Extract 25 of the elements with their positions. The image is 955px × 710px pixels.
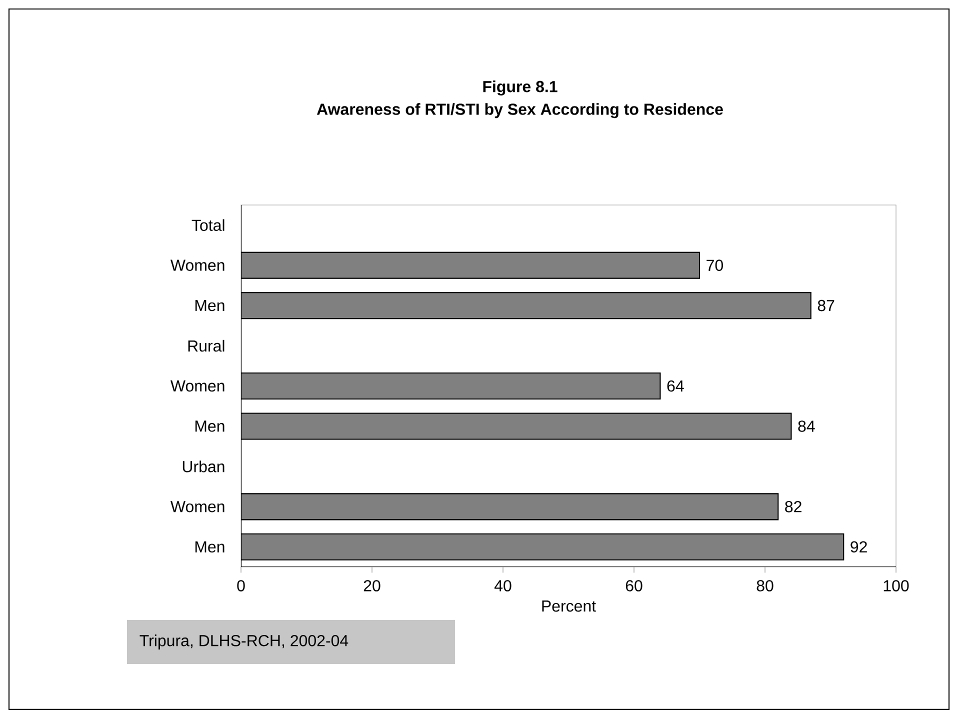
data-label: 70	[706, 260, 723, 271]
chart-subtitle: Awareness of RTI/STI by Sex According to Residence	[316, 103, 723, 118]
data-label: 64	[667, 380, 684, 392]
data-label: 82	[785, 501, 802, 512]
y-tick-label: Urban	[182, 460, 224, 472]
data-label: 84	[798, 420, 815, 432]
y-tick-label: Women	[170, 501, 224, 512]
chart-title: Figure 8.1	[483, 80, 558, 96]
x-tick-label: 0	[237, 580, 245, 592]
y-tick-label: Women	[170, 380, 224, 392]
y-tick-label: Rural	[188, 340, 224, 352]
x-axis-title: Percent	[542, 600, 596, 612]
data-label: 87	[818, 300, 834, 312]
y-tick-label: Men	[195, 541, 224, 552]
x-tick-label: 80	[756, 580, 774, 592]
data-label: 92	[850, 541, 867, 553]
y-tick-label: Total	[192, 219, 224, 231]
x-tick-label: 40	[494, 580, 512, 592]
y-tick-label: Women	[170, 260, 224, 271]
x-tick-label: 20	[364, 580, 380, 592]
y-tick-label: Men	[195, 300, 224, 312]
text: Tripura, DLHS-RCH, 2002-04	[140, 634, 348, 650]
y-tick-label: Men	[195, 420, 224, 432]
x-tick-label: 100	[884, 580, 909, 592]
x-tick-label: 60	[626, 580, 642, 592]
